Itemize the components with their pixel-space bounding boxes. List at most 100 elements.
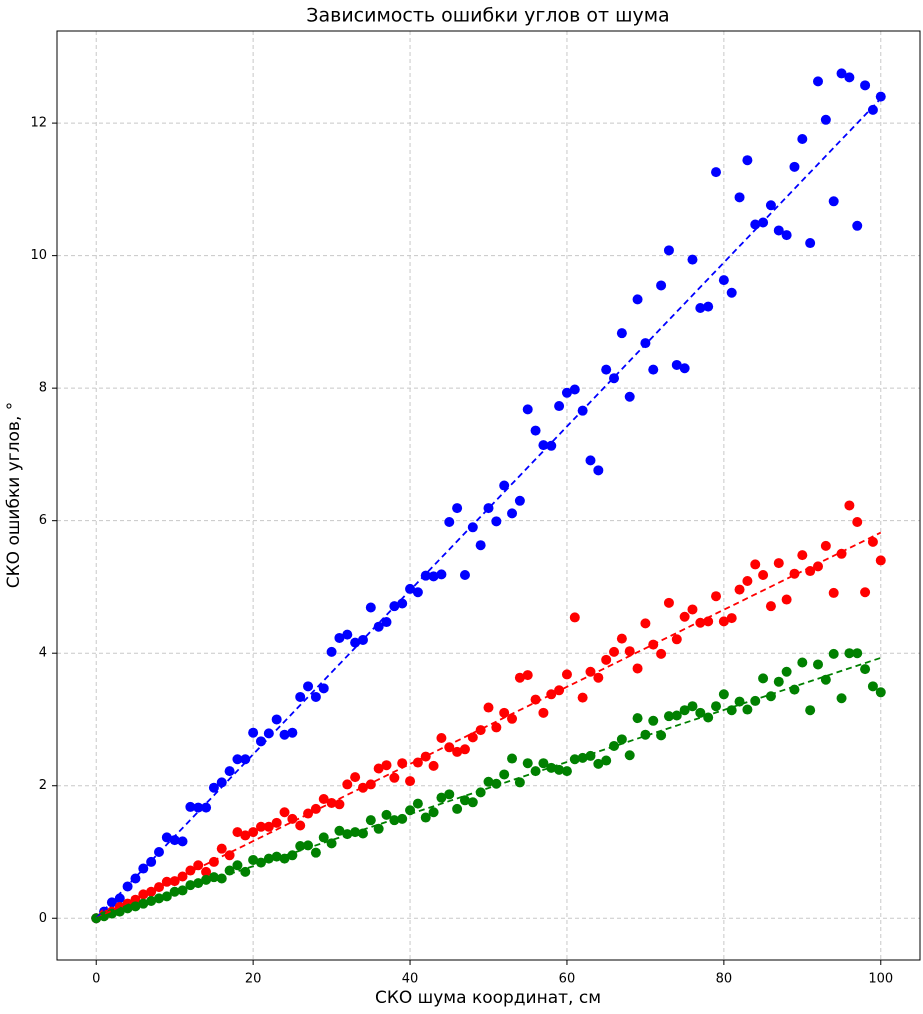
- data-point: [695, 302, 706, 313]
- data-point: [695, 707, 706, 718]
- data-point: [279, 729, 290, 740]
- data-point: [459, 570, 470, 581]
- data-point: [177, 836, 188, 847]
- data-point: [554, 401, 565, 412]
- data-point: [412, 587, 423, 598]
- data-point: [193, 860, 204, 871]
- data-point: [585, 455, 596, 466]
- data-point: [310, 691, 321, 702]
- data-point: [483, 702, 494, 713]
- data-point: [679, 363, 690, 374]
- data-point: [679, 611, 690, 622]
- data-point: [718, 689, 729, 700]
- data-point: [279, 807, 290, 818]
- data-point: [397, 813, 408, 824]
- data-point: [381, 760, 392, 771]
- data-point: [216, 873, 227, 884]
- data-point: [813, 659, 824, 670]
- data-point: [820, 114, 831, 125]
- data-point: [365, 779, 376, 790]
- data-point: [718, 616, 729, 627]
- data-point: [491, 516, 502, 527]
- data-point: [318, 793, 329, 804]
- data-point: [491, 722, 502, 733]
- data-point: [444, 517, 455, 528]
- data-point: [742, 575, 753, 586]
- data-point: [687, 254, 698, 265]
- data-point: [114, 906, 125, 917]
- data-point: [381, 809, 392, 820]
- data-point: [169, 835, 180, 846]
- data-point: [546, 762, 557, 773]
- data-point: [765, 601, 776, 612]
- data-point: [350, 637, 361, 648]
- data-point: [554, 764, 565, 775]
- data-point: [452, 746, 463, 757]
- data-point: [303, 681, 314, 692]
- data-point: [334, 632, 345, 643]
- data-point: [726, 705, 737, 716]
- data-point: [436, 792, 447, 803]
- data-point: [860, 664, 871, 675]
- data-point: [444, 742, 455, 753]
- data-point: [530, 425, 541, 436]
- data-point: [295, 691, 306, 702]
- data-point: [601, 654, 612, 665]
- data-point: [805, 238, 816, 249]
- data-point: [522, 758, 533, 769]
- data-point: [648, 364, 659, 375]
- y-axis-label: СКО ошибки углов, °: [4, 402, 24, 589]
- data-point: [420, 812, 431, 823]
- data-point: [161, 876, 172, 887]
- data-point: [703, 616, 714, 627]
- data-point: [758, 673, 769, 684]
- data-point: [342, 629, 353, 640]
- data-point: [318, 683, 329, 694]
- data-point: [428, 760, 439, 771]
- data-point: [240, 830, 251, 841]
- data-point: [711, 591, 722, 602]
- data-point: [679, 705, 690, 716]
- data-point: [797, 550, 808, 561]
- data-point: [287, 813, 298, 824]
- data-point: [734, 584, 745, 595]
- data-point: [357, 828, 368, 839]
- data-point: [561, 766, 572, 777]
- data-point: [828, 196, 839, 207]
- data-point: [507, 713, 518, 724]
- data-point: [656, 648, 667, 659]
- data-point: [255, 821, 266, 832]
- data-point: [240, 754, 251, 765]
- data-point: [820, 540, 831, 551]
- data-point: [452, 803, 463, 814]
- data-point: [671, 359, 682, 370]
- data-point: [773, 558, 784, 569]
- data-point: [546, 440, 557, 451]
- data-point: [616, 328, 627, 339]
- data-point: [420, 751, 431, 762]
- y-tick-label: 8: [39, 381, 47, 396]
- data-point: [530, 694, 541, 705]
- data-point: [365, 815, 376, 826]
- data-point: [711, 167, 722, 178]
- plot-frame: [56, 30, 921, 961]
- data-point: [412, 798, 423, 809]
- data-point: [271, 714, 282, 725]
- data-point: [577, 692, 588, 703]
- data-point: [844, 648, 855, 659]
- data-point: [561, 387, 572, 398]
- data-point: [444, 789, 455, 800]
- data-point: [828, 648, 839, 659]
- data-point: [436, 569, 447, 580]
- data-point: [781, 666, 792, 677]
- data-point: [734, 192, 745, 203]
- data-point: [475, 540, 486, 551]
- data-point: [805, 705, 816, 716]
- data-point: [538, 707, 549, 718]
- data-point: [507, 753, 518, 764]
- data-point: [514, 672, 525, 683]
- data-point: [663, 245, 674, 256]
- data-point: [475, 787, 486, 798]
- x-tick-label: 0: [92, 972, 100, 987]
